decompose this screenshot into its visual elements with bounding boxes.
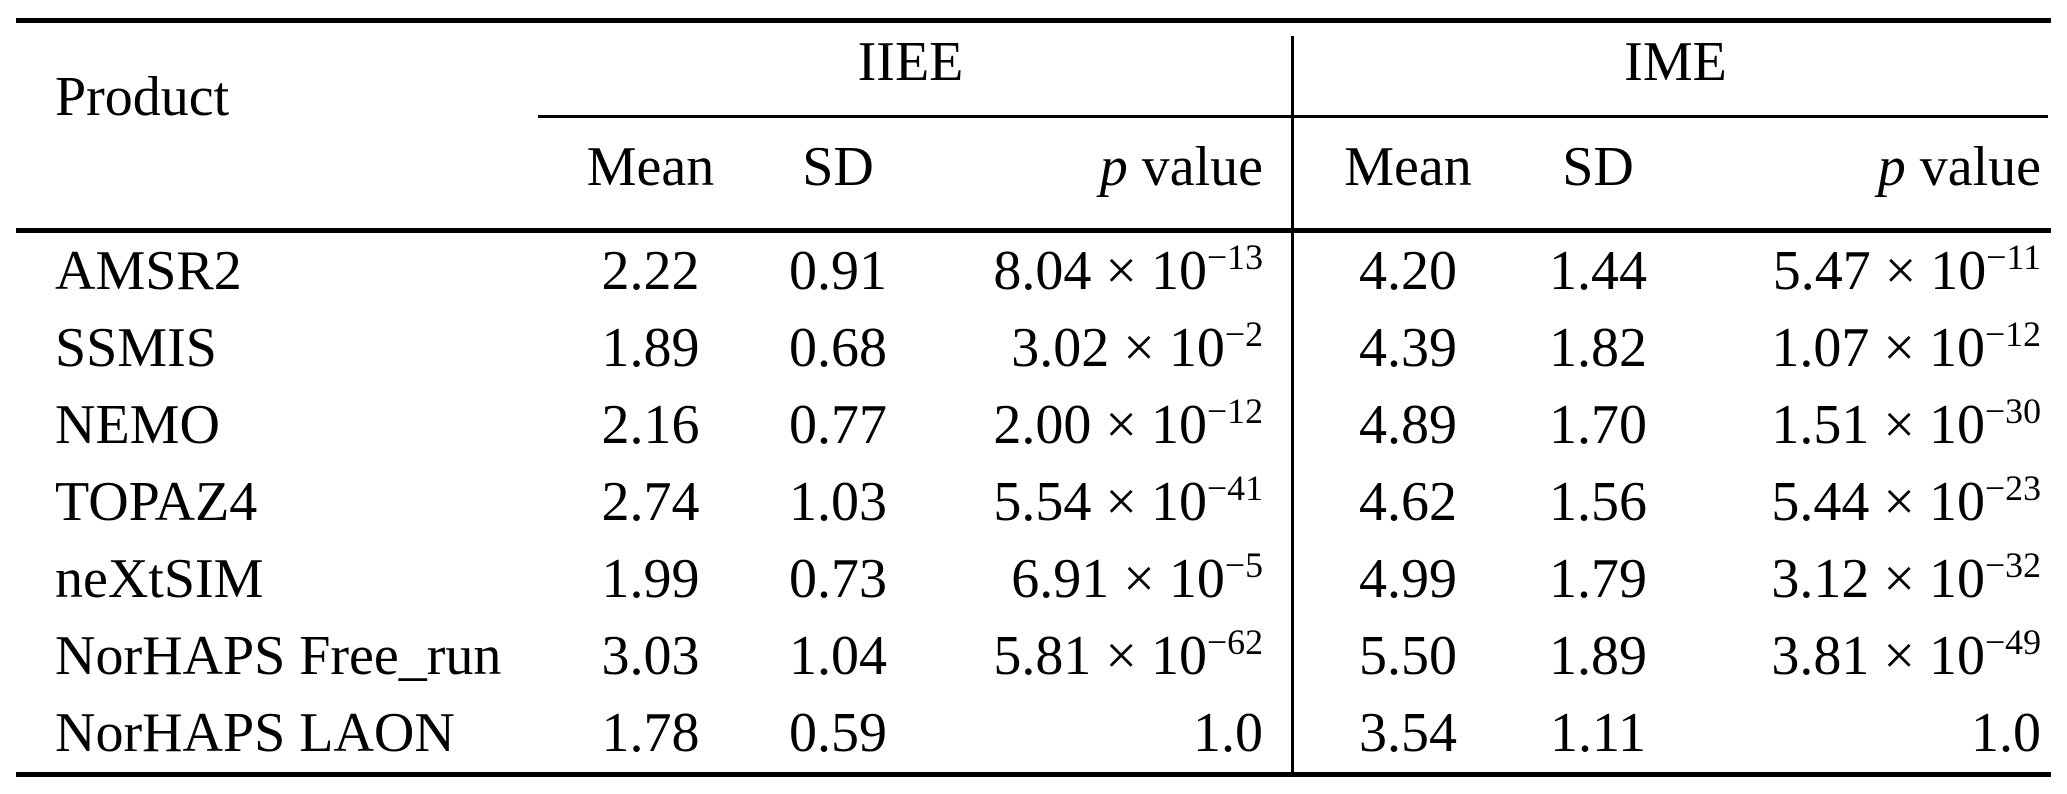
ime-pvalue-cell: 3.12 × 10−32 [1771, 544, 2041, 610]
p-exponent: −12 [1984, 313, 2041, 354]
p-exponent: −41 [1206, 467, 1263, 508]
iiee-pvalue-cell: 6.91 × 10−5 [1011, 544, 1263, 610]
header-body-rule [16, 228, 2051, 233]
product-cell: NorHAPS LAON [55, 702, 455, 764]
ime-mean-cell: 5.50 [1359, 625, 1457, 687]
iiee-pvalue-cell: 1.0 [1193, 702, 1263, 764]
iiee-sd-cell: 0.73 [789, 548, 887, 610]
p-exponent: −32 [1984, 544, 2041, 585]
subheader-row: Mean SD p value Mean SD p value [28, 132, 2045, 202]
ime-pvalue-cell: 5.47 × 10−11 [1772, 236, 2041, 302]
p-value-word: value [1905, 136, 2041, 198]
iiee-sd-cell: 0.91 [789, 240, 887, 302]
ime-mean-cell: 4.89 [1359, 394, 1457, 456]
p-exponent: −5 [1224, 544, 1263, 585]
iiee-sd-cell: 1.03 [789, 471, 887, 533]
p-exponent: −62 [1206, 621, 1263, 662]
table-row: NorHAPS Free_run 3.03 1.04 5.81 × 10−62 5.50… [28, 618, 2045, 695]
subheader-iiee-sd: SD [802, 136, 874, 198]
p-exponent: −11 [1986, 236, 2041, 277]
ime-sd-cell: 1.44 [1549, 240, 1647, 302]
product-cell: NorHAPS Free_run [55, 625, 502, 687]
p-symbol: p [1099, 136, 1128, 198]
group-header-ime: IME [1624, 31, 1727, 93]
table-top-rule [16, 18, 2051, 23]
subheader-ime-pvalue: p value [1683, 132, 2045, 202]
subheader-iiee-pvalue: p value [913, 132, 1283, 202]
iiee-sd-cell: 0.59 [789, 702, 887, 764]
iiee-mean-cell: 1.99 [601, 548, 700, 610]
table-row: SSMIS 1.89 0.68 3.02 × 10−2 4.39 1.82 1.07 × 1… [28, 310, 2045, 387]
ime-mean-cell: 3.54 [1359, 702, 1457, 764]
p-exponent: −23 [1984, 467, 2041, 508]
iiee-mean-cell: 1.89 [601, 317, 700, 379]
column-header-product: Product [55, 66, 230, 128]
p-value-word: value [1127, 136, 1263, 198]
iiee-mean-cell: 2.22 [601, 240, 700, 302]
ime-sd-cell: 1.82 [1549, 317, 1647, 379]
table-body: AMSR2 2.22 0.91 8.04 × 10−13 4.20 1.44 5.47 × … [28, 233, 2045, 772]
table-row: AMSR2 2.22 0.91 8.04 × 10−13 4.20 1.44 5.47 × … [28, 233, 2045, 310]
subheader-ime-mean: Mean [1344, 136, 1472, 198]
table-row: NEMO 2.16 0.77 2.00 × 10−12 4.89 1.70 1.51 × 1… [28, 387, 2045, 464]
ime-pvalue-cell: 5.44 × 10−23 [1771, 467, 2041, 533]
table-bottom-rule [16, 772, 2051, 777]
iiee-pvalue-cell: 2.00 × 10−12 [993, 390, 1263, 456]
ime-sd-cell: 1.70 [1549, 394, 1647, 456]
subheader-iiee-mean: Mean [586, 136, 715, 198]
iiee-mean-cell: 2.74 [601, 471, 700, 533]
ime-pvalue-cell: 1.51 × 10−30 [1771, 390, 2041, 456]
section-divider-line [1291, 36, 1294, 772]
product-cell: neXtSIM [55, 548, 264, 610]
p-exponent: −49 [1984, 621, 2041, 662]
iiee-mean-cell: 1.78 [601, 702, 700, 764]
iiee-sd-cell: 0.77 [789, 394, 887, 456]
ime-sd-cell: 1.89 [1549, 625, 1647, 687]
ime-sd-cell: 1.79 [1549, 548, 1647, 610]
subheader-ime-sd: SD [1562, 136, 1634, 198]
ime-mean-cell: 4.99 [1359, 548, 1457, 610]
iiee-pvalue-cell: 5.81 × 10−62 [993, 621, 1263, 687]
ime-sd-cell: 1.56 [1549, 471, 1647, 533]
iiee-mean-cell: 3.03 [601, 625, 700, 687]
ime-mean-cell: 4.62 [1359, 471, 1457, 533]
p-exponent: −12 [1206, 390, 1263, 431]
group-header-iiee: IIEE [857, 31, 964, 93]
table-row: NorHAPS LAON 1.78 0.59 1.0 3.54 1.11 1.0 [28, 695, 2045, 772]
product-cell: NEMO [55, 394, 220, 456]
subheader-spacer [28, 132, 538, 202]
table-row: neXtSIM 1.99 0.73 6.91 × 10−5 4.99 1.79 3.12 ×… [28, 541, 2045, 618]
p-exponent: −2 [1224, 313, 1263, 354]
table-row: TOPAZ4 2.74 1.03 5.54 × 10−41 4.62 1.56 5.44 ×… [28, 464, 2045, 541]
p-exponent: −13 [1206, 236, 1263, 277]
iiee-pvalue-cell: 3.02 × 10−2 [1011, 313, 1263, 379]
ime-mean-cell: 4.39 [1359, 317, 1457, 379]
ime-pvalue-cell: 1.07 × 10−12 [1771, 313, 2041, 379]
ime-pvalue-cell: 1.0 [1971, 702, 2041, 764]
p-symbol: p [1877, 136, 1906, 198]
ime-sd-cell: 1.11 [1550, 702, 1646, 764]
iiee-mean-cell: 2.16 [601, 394, 700, 456]
iiee-pvalue-cell: 5.54 × 10−41 [993, 467, 1263, 533]
iiee-sd-cell: 0.68 [789, 317, 887, 379]
iiee-sd-cell: 1.04 [789, 625, 887, 687]
p-exponent: −30 [1984, 390, 2041, 431]
ime-mean-cell: 4.20 [1359, 240, 1457, 302]
iiee-pvalue-cell: 8.04 × 10−13 [993, 236, 1263, 302]
product-cell: TOPAZ4 [55, 471, 258, 533]
product-cell: AMSR2 [55, 240, 242, 302]
ime-pvalue-cell: 3.81 × 10−49 [1771, 621, 2041, 687]
product-cell: SSMIS [55, 317, 217, 379]
